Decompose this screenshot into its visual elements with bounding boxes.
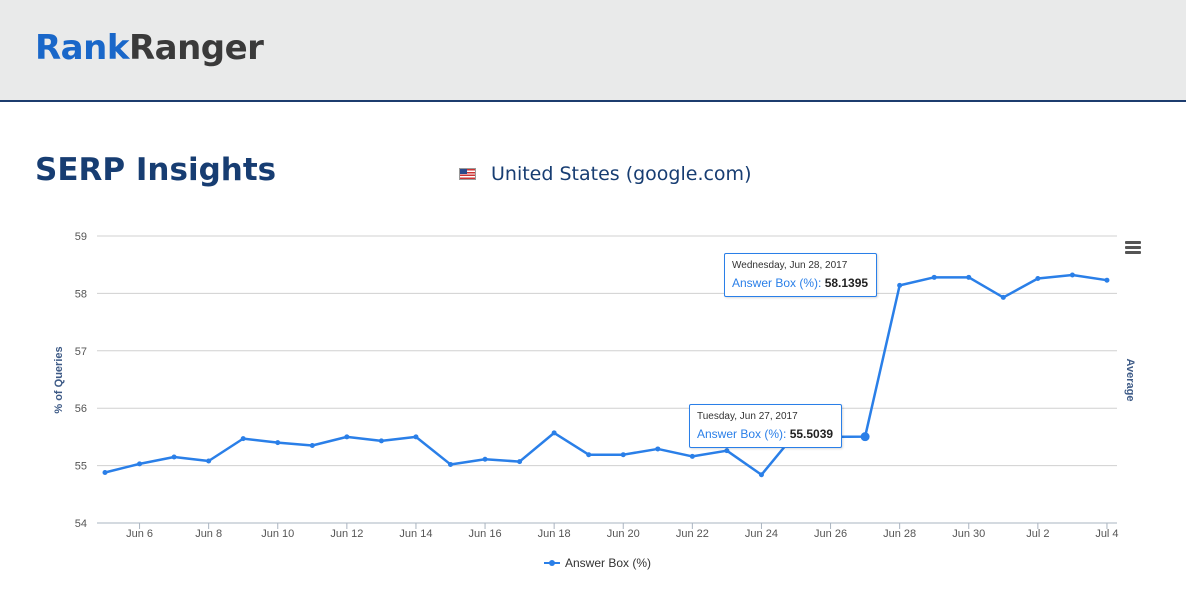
x-tick-label: Jun 30 — [952, 528, 985, 540]
tooltip-value: 58.1395 — [824, 276, 869, 290]
y-axis-title: % of Queries — [53, 346, 65, 414]
x-tick-label: Jul 4 — [1095, 528, 1118, 540]
tooltip-date: Tuesday, Jun 27, 2017 — [697, 411, 798, 422]
country-label: United States (google.com) — [491, 163, 752, 185]
data-point — [966, 274, 972, 280]
x-tick-label: Jun 14 — [399, 528, 432, 540]
data-point — [171, 454, 177, 460]
x-tick-label: Jun 6 — [126, 528, 153, 540]
y-tick-label: 55 — [75, 461, 87, 473]
app-header: RankRanger — [0, 0, 1186, 102]
tooltip-series: Answer Box (%) — [732, 276, 819, 290]
x-tick-label: Jun 10 — [261, 528, 294, 540]
legend-marker-icon — [544, 558, 560, 568]
data-point — [551, 430, 557, 436]
rankranger-logo[interactable]: RankRanger — [35, 28, 264, 68]
data-point — [655, 446, 661, 452]
logo-ranger: Ranger — [128, 28, 264, 68]
tooltip-value: 55.5039 — [789, 427, 834, 441]
data-point — [620, 452, 626, 458]
data-point — [413, 434, 419, 440]
page-title: SERP Insights — [35, 152, 277, 188]
data-point — [275, 440, 281, 446]
data-point — [689, 453, 695, 459]
x-tick-label: Jun 18 — [538, 528, 571, 540]
logo-rank: Rank — [35, 28, 129, 68]
data-point — [309, 443, 315, 449]
data-point — [240, 436, 246, 442]
country-selector[interactable]: United States (google.com) — [459, 163, 751, 185]
data-point — [1035, 275, 1041, 281]
series-line — [104, 273, 1108, 477]
tooltip-series: Answer Box (%) — [697, 427, 784, 441]
data-point — [860, 432, 870, 442]
data-point — [448, 461, 453, 467]
y-tick-label: 58 — [75, 288, 87, 300]
data-point — [206, 458, 212, 464]
us-flag-icon — [459, 168, 476, 180]
x-tick-label: Jun 8 — [195, 528, 222, 540]
y-tick-label: 59 — [75, 231, 87, 243]
x-tick-label: Jun 26 — [814, 528, 847, 540]
data-point — [931, 274, 937, 280]
data-point — [1069, 272, 1075, 278]
data-point — [1000, 294, 1006, 300]
data-point — [586, 452, 592, 458]
data-point — [517, 459, 523, 465]
x-tick-label: Jun 16 — [469, 528, 502, 540]
data-point — [758, 472, 764, 478]
secondary-y-axis-title: Average — [1124, 358, 1136, 402]
tooltip-date: Wednesday, Jun 28, 2017 — [732, 260, 848, 271]
x-tick-label: Jun 12 — [330, 528, 363, 540]
data-point — [1104, 277, 1110, 283]
data-point — [482, 456, 488, 462]
y-tick-label: 57 — [75, 346, 87, 358]
data-point — [378, 438, 384, 444]
legend-item-answer-box[interactable]: Answer Box (%) — [544, 556, 651, 570]
y-tick-label: 56 — [75, 403, 87, 415]
data-point — [137, 461, 143, 467]
x-tick-label: Jul 2 — [1026, 528, 1049, 540]
legend-label: Answer Box (%) — [565, 556, 652, 570]
y-tick-label: 54 — [75, 518, 87, 530]
data-point — [344, 434, 350, 440]
x-tick-label: Jun 22 — [676, 528, 709, 540]
x-tick-label: Jun 20 — [607, 528, 640, 540]
tooltip-jun-27: Tuesday, Jun 27, 2017 Answer Box (%): 55… — [689, 404, 843, 448]
data-point — [897, 282, 903, 288]
hamburger-menu-icon[interactable] — [1125, 241, 1141, 255]
x-tick-label: Jun 28 — [883, 528, 916, 540]
data-point — [102, 469, 108, 475]
x-tick-label: Jun 24 — [745, 528, 778, 540]
tooltip-jun-28: Wednesday, Jun 28, 2017 Answer Box (%): … — [724, 253, 878, 297]
data-point — [724, 448, 730, 454]
